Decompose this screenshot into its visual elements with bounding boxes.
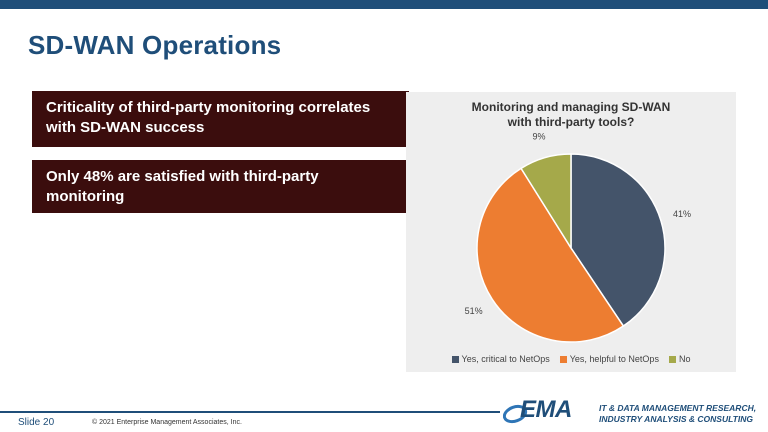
tagline: IT & DATA MANAGEMENT RESEARCH, INDUSTRY …: [599, 403, 768, 425]
legend-label-critical: Yes, critical to NetOps: [461, 354, 550, 364]
pie-label-critical: 41%: [673, 209, 691, 219]
logo-text: EMA: [520, 396, 572, 423]
legend-item-critical: Yes, critical to NetOps: [451, 354, 550, 364]
pie-chart-panel: Monitoring and managing SD-WAN with thir…: [406, 92, 736, 372]
pie-slice-helpful: [476, 167, 625, 343]
footer-rule: [0, 411, 500, 413]
legend-swatch-helpful: [559, 355, 567, 363]
slide-number: Slide 20: [18, 417, 55, 428]
chart-title: Monitoring and managing SD-WAN with thir…: [471, 100, 671, 129]
slide-title: SD-WAN Operations: [28, 30, 282, 60]
legend-label-no: No: [678, 354, 691, 364]
legend-item-helpful: Yes, helpful to NetOps: [559, 354, 659, 364]
chart-legend: Yes, critical to NetOps Yes, helpful to …: [406, 354, 736, 364]
legend-label-helpful: Yes, helpful to NetOps: [569, 354, 659, 364]
ema-logo-icon: [503, 404, 528, 424]
legend-item-no: No: [668, 354, 691, 364]
pie-chart: 41% 51% 9%: [465, 132, 691, 343]
pie-slice-critical: [570, 153, 666, 328]
pie-label-helpful: 51%: [465, 306, 483, 316]
pie-label-no: 9%: [532, 132, 545, 142]
top-accent-bar: [0, 0, 768, 9]
callout-text-1: Criticality of third-party monitoring co…: [46, 99, 371, 136]
callout-text-2: Only 48% are satisfied with third-party …: [46, 168, 319, 205]
copyright-text: © 2021 Enterprise Management Associates,…: [92, 419, 242, 426]
legend-swatch-no: [668, 355, 676, 363]
legend-swatch-critical: [451, 355, 459, 363]
callout-box-1: Criticality of third-party monitoring co…: [32, 91, 409, 147]
pie-slice-no: [520, 153, 572, 251]
tagline-line-2: INDUSTRY ANALYSIS & CONSULTING: [599, 414, 753, 424]
tagline-line-1: IT & DATA MANAGEMENT RESEARCH,: [599, 403, 757, 413]
callout-box-2: Only 48% are satisfied with third-party …: [32, 160, 409, 213]
